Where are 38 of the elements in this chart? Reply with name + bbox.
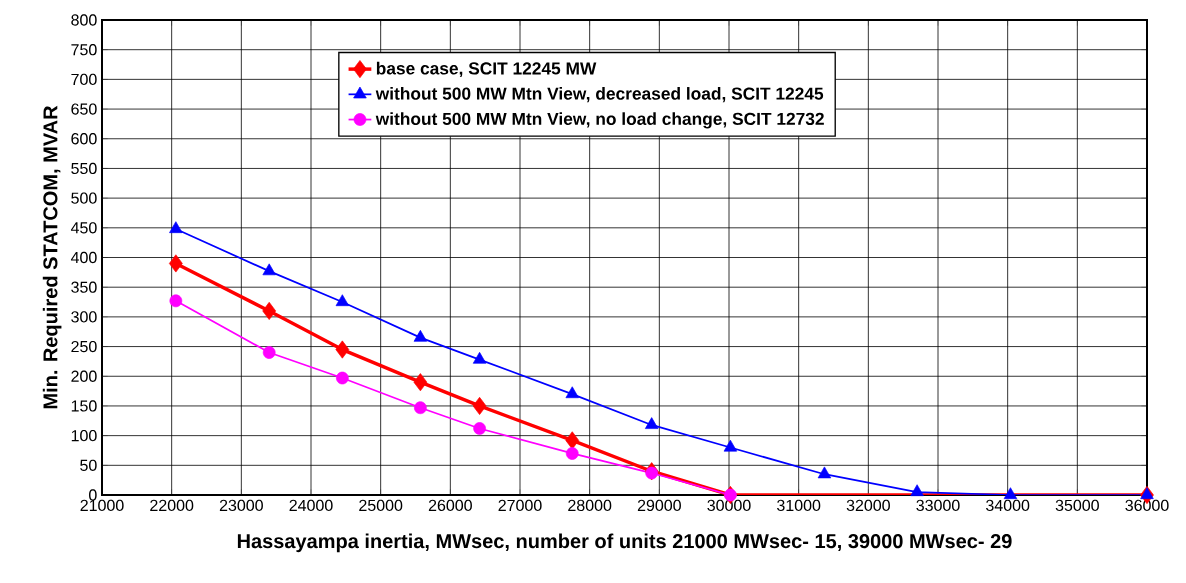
x-tick-label: 31000 <box>777 499 821 512</box>
y-axis-title: Min. Required STATCOM, MVAR <box>42 105 62 409</box>
y-tick-label: 200 <box>71 370 97 382</box>
x-tick-label: 33000 <box>916 499 960 512</box>
x-tick-label: 21000 <box>80 499 124 512</box>
legend-label: without 500 MW Mtn View, decreased load, SCIT 12245 <box>375 87 824 103</box>
x-tick-label: 26000 <box>428 499 472 512</box>
y-tick-label: 250 <box>71 340 97 353</box>
x-tick-label: 29000 <box>637 499 681 512</box>
y-tick-label: 350 <box>71 281 97 293</box>
x-tick-label: 30000 <box>707 499 751 512</box>
y-tick-label: 500 <box>71 192 97 204</box>
x-tick-label: 35000 <box>1055 499 1099 512</box>
y-tick-label: 300 <box>71 311 97 323</box>
y-tick-label: 0 <box>89 489 97 501</box>
legend-label: without 500 MW Mtn View, no load change, SCIT 12732 <box>375 112 824 129</box>
x-tick-label: 34000 <box>986 499 1030 512</box>
y-tick-label: 100 <box>71 429 97 442</box>
y-tick-label: 150 <box>71 400 97 412</box>
legend-label: base case, SCIT 12245 MW <box>376 61 597 78</box>
y-tick-label: 750 <box>71 44 97 56</box>
x-tick-label: 36000 <box>1125 499 1169 512</box>
y-tick-label: 450 <box>70 222 97 234</box>
x-axis-title: Hassayampa inertia, MWsec, number of units 21000 MWsec- 15, 39000 MWsec- 29 <box>237 533 1012 553</box>
y-tick-label: 800 <box>71 14 97 26</box>
y-tick-label: 550 <box>71 162 97 175</box>
y-tick-label: 50 <box>80 459 97 471</box>
x-tick-label: 22000 <box>150 499 194 512</box>
x-tick-label: 23000 <box>219 499 263 512</box>
x-tick-label: 25000 <box>359 499 403 512</box>
x-tick-label: 24000 <box>289 499 333 512</box>
y-tick-label: 600 <box>71 133 97 145</box>
y-tick-label: 700 <box>71 73 97 86</box>
x-tick-label: 27000 <box>498 499 542 512</box>
x-tick-label: 28000 <box>568 499 612 512</box>
y-tick-label: 650 <box>71 103 97 115</box>
x-tick-label: 32000 <box>846 499 890 512</box>
y-tick-label: 400 <box>70 251 97 264</box>
